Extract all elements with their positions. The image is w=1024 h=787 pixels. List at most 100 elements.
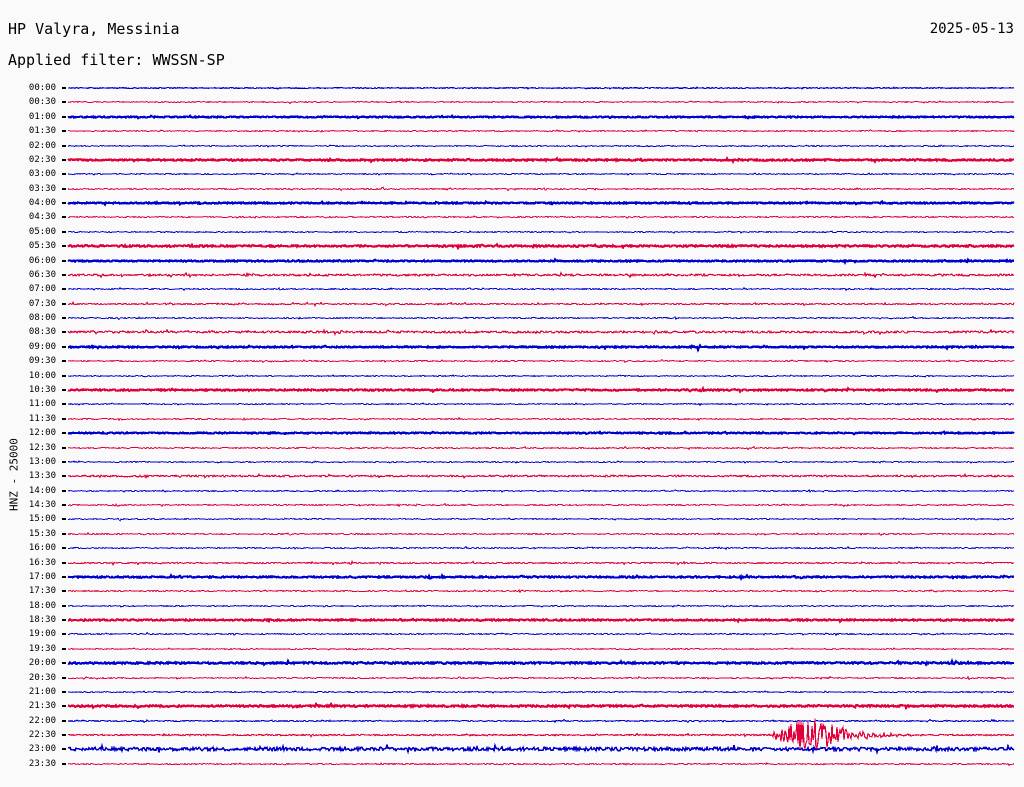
axis-tick <box>62 748 66 751</box>
axis-tick <box>62 604 66 607</box>
seismic-trace <box>67 155 1015 164</box>
trace-row[interactable] <box>67 86 1015 90</box>
trace-row[interactable] <box>67 488 1015 493</box>
axis-tick <box>62 302 66 305</box>
axis-tick <box>62 504 66 507</box>
trace-row[interactable] <box>67 689 1015 694</box>
trace-row[interactable] <box>67 215 1015 220</box>
trace-row[interactable] <box>67 257 1015 265</box>
axis-tick <box>62 115 66 118</box>
trace-row[interactable] <box>67 416 1015 422</box>
axis-tick <box>62 187 66 190</box>
axis-tick <box>62 547 66 550</box>
trace-row[interactable] <box>67 143 1015 148</box>
seismic-trace <box>67 488 1015 493</box>
seismic-trace <box>67 315 1015 321</box>
axis-tick <box>62 662 66 665</box>
hour-label-0800: 08:00 <box>28 313 56 324</box>
axis-tick <box>62 460 66 463</box>
axis-tick <box>62 532 66 535</box>
axis-tick <box>62 575 66 578</box>
trace-row[interactable] <box>67 186 1015 191</box>
trace-row[interactable] <box>67 430 1015 436</box>
hour-label-1600: 16:00 <box>28 543 56 554</box>
trace-row[interactable] <box>67 113 1015 120</box>
hour-label-1830: 18:30 <box>28 615 56 626</box>
trace-row[interactable] <box>67 343 1015 353</box>
hour-label-0600: 06:00 <box>28 255 56 266</box>
hour-label-0130: 01:30 <box>28 126 56 137</box>
seismic-trace <box>67 300 1015 307</box>
trace-row[interactable] <box>67 702 1015 711</box>
trace-row[interactable] <box>67 632 1015 637</box>
trace-row[interactable] <box>67 229 1015 234</box>
seismic-trace <box>67 702 1015 711</box>
axis-tick <box>62 331 66 334</box>
trace-row[interactable] <box>67 675 1015 680</box>
trace-row[interactable] <box>67 646 1015 651</box>
seismic-trace <box>67 215 1015 220</box>
trace-row[interactable] <box>67 402 1015 407</box>
trace-row[interactable] <box>67 718 1015 724</box>
trace-row[interactable] <box>67 531 1015 536</box>
trace-row[interactable] <box>67 572 1015 581</box>
axis-tick <box>62 144 66 147</box>
trace-row[interactable] <box>67 617 1015 624</box>
seismic-trace <box>67 373 1015 378</box>
seismic-trace <box>67 545 1015 551</box>
trace-row[interactable] <box>67 300 1015 307</box>
trace-row[interactable] <box>67 199 1015 207</box>
seismic-trace <box>67 129 1015 134</box>
hour-label-1500: 15:00 <box>28 514 56 525</box>
trace-row[interactable] <box>67 359 1015 364</box>
trace-row[interactable] <box>67 559 1015 566</box>
trace-row[interactable] <box>67 658 1015 667</box>
axis-tick <box>62 590 66 593</box>
hour-label-0500: 05:00 <box>28 226 56 237</box>
hour-label-1430: 14:30 <box>28 500 56 511</box>
trace-row[interactable] <box>67 129 1015 134</box>
trace-row[interactable] <box>67 242 1015 251</box>
trace-row[interactable] <box>67 545 1015 551</box>
trace-row[interactable] <box>67 315 1015 321</box>
trace-row[interactable] <box>67 459 1015 464</box>
hour-label-1200: 12:00 <box>28 428 56 439</box>
axis-tick <box>62 317 66 320</box>
trace-row[interactable] <box>67 271 1015 279</box>
trace-row[interactable] <box>67 589 1015 594</box>
trace-row[interactable] <box>67 172 1015 177</box>
trace-row[interactable] <box>68 718 1015 751</box>
hour-label-0900: 09:00 <box>28 341 56 352</box>
axis-tick <box>62 719 66 722</box>
trace-row[interactable] <box>67 743 1015 756</box>
seismic-trace <box>67 143 1015 148</box>
axis-tick <box>62 360 66 363</box>
trace-row[interactable] <box>67 155 1015 164</box>
axis-tick <box>62 417 66 420</box>
trace-row[interactable] <box>67 385 1015 394</box>
axis-tick <box>62 230 66 233</box>
trace-row[interactable] <box>67 761 1015 767</box>
axis-tick <box>62 259 66 262</box>
hour-label-1230: 12:30 <box>28 442 56 453</box>
trace-row[interactable] <box>67 502 1015 508</box>
seismic-trace <box>67 445 1015 450</box>
seismic-trace <box>67 459 1015 464</box>
trace-row[interactable] <box>67 100 1015 105</box>
trace-row[interactable] <box>67 373 1015 378</box>
trace-row[interactable] <box>67 517 1015 522</box>
seismic-trace <box>67 199 1015 207</box>
trace-row[interactable] <box>67 445 1015 450</box>
trace-row[interactable] <box>67 604 1015 608</box>
trace-row[interactable] <box>67 328 1015 337</box>
hour-label-2330: 23:30 <box>28 758 56 769</box>
trace-row[interactable] <box>67 473 1015 480</box>
hour-label-0930: 09:30 <box>28 356 56 367</box>
record-date: 2025-05-13 <box>929 21 1014 37</box>
hour-label-1130: 11:30 <box>28 413 56 424</box>
hour-label-2200: 22:00 <box>28 715 56 726</box>
seismic-trace <box>67 572 1015 581</box>
hour-label-0230: 02:30 <box>28 154 56 165</box>
seismic-trace <box>67 646 1015 651</box>
trace-row[interactable] <box>67 287 1015 292</box>
